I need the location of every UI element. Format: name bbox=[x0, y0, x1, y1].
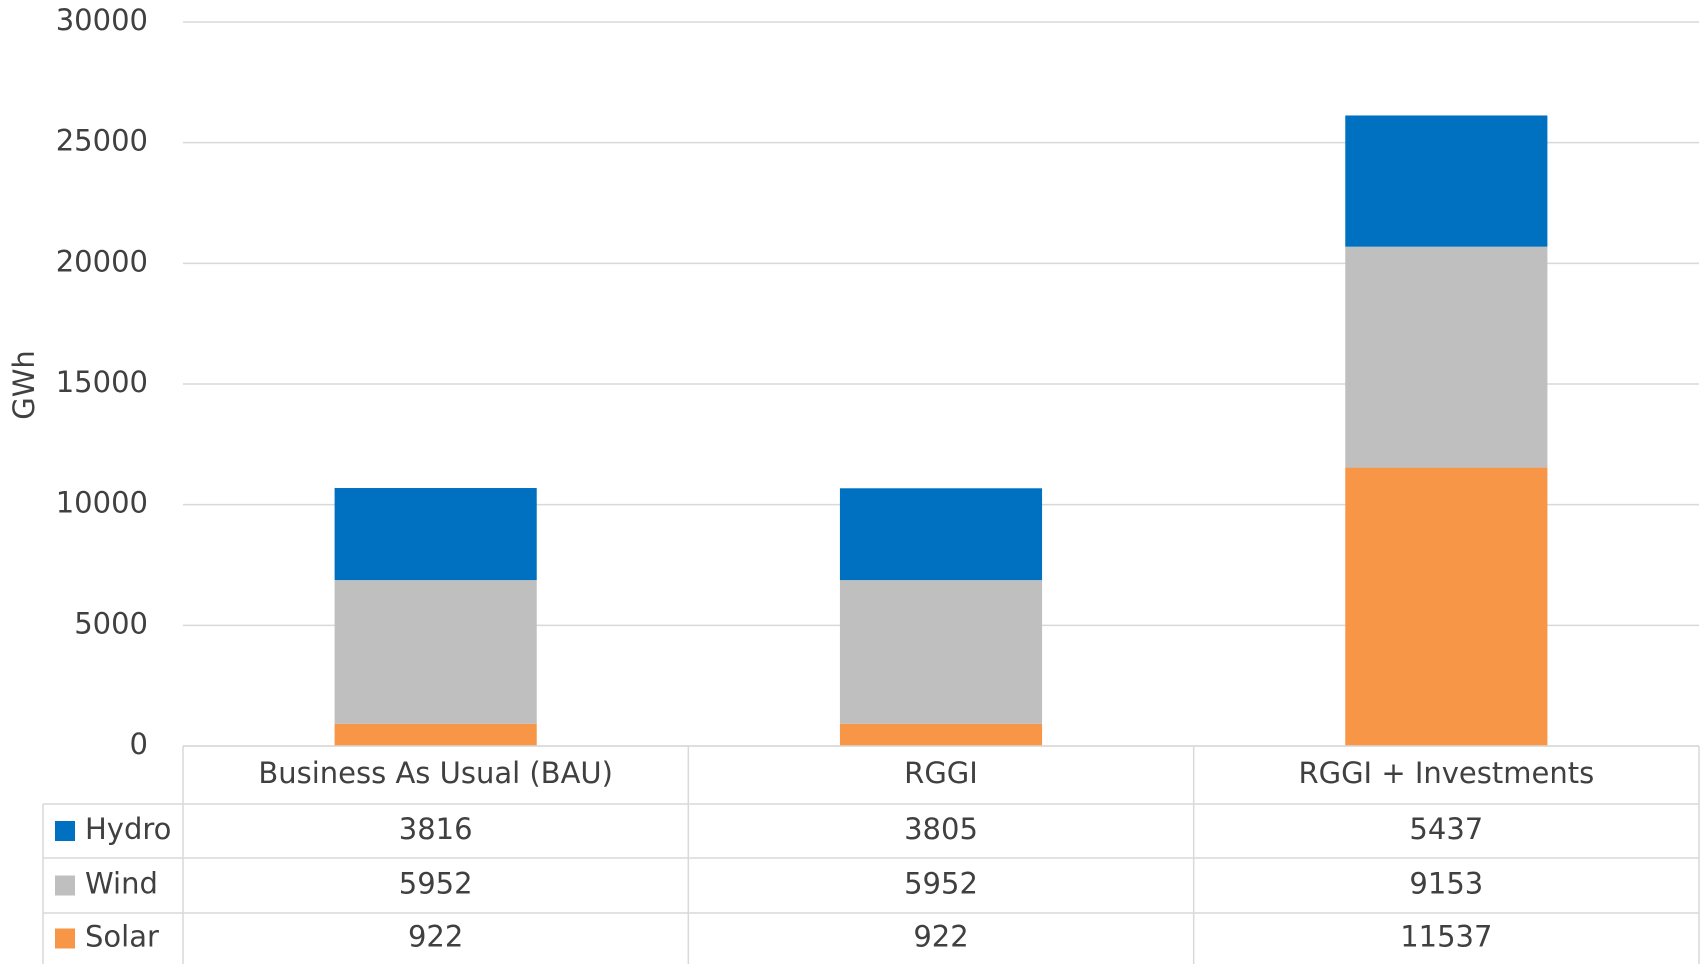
bar-segment bbox=[1345, 246, 1548, 468]
y-tick-label: 10000 bbox=[56, 486, 148, 520]
x-tick-label: RGGI bbox=[904, 756, 978, 790]
table-value: 11537 bbox=[1400, 920, 1492, 954]
bar-segment bbox=[334, 580, 537, 724]
y-tick-label: 15000 bbox=[56, 365, 148, 399]
legend-label: Wind bbox=[85, 867, 158, 901]
table-value: 922 bbox=[408, 920, 463, 954]
y-tick-label: 25000 bbox=[56, 124, 148, 158]
table-value: 3816 bbox=[399, 812, 473, 846]
bar-segment bbox=[334, 488, 537, 581]
table-value: 922 bbox=[913, 920, 968, 954]
legend-swatch bbox=[55, 821, 75, 841]
legend-label: Solar bbox=[85, 920, 159, 954]
bar-segment bbox=[839, 488, 1043, 581]
table-value: 5437 bbox=[1409, 812, 1483, 846]
legend-swatch bbox=[55, 928, 75, 949]
x-tick-label: Business As Usual (BAU) bbox=[258, 756, 613, 790]
y-axis-label: GWh bbox=[7, 350, 41, 420]
bar-segment bbox=[1345, 467, 1548, 746]
bar-segment bbox=[839, 580, 1043, 724]
x-tick-label: RGGI + Investments bbox=[1298, 756, 1594, 790]
table-value: 9153 bbox=[1409, 867, 1483, 901]
y-tick-label: 30000 bbox=[56, 3, 148, 37]
table-value: 3805 bbox=[904, 812, 978, 846]
y-tick-label: 5000 bbox=[74, 606, 148, 640]
table-value: 5952 bbox=[399, 867, 473, 901]
bar-segment bbox=[334, 723, 537, 746]
legend-label: Hydro bbox=[85, 812, 171, 846]
legend-swatch bbox=[55, 875, 75, 896]
y-tick-label: 0 bbox=[130, 727, 148, 761]
y-tick-label: 20000 bbox=[56, 244, 148, 278]
bar-segment bbox=[839, 723, 1043, 746]
table-value: 5952 bbox=[904, 867, 978, 901]
bar-segment bbox=[1345, 115, 1548, 247]
